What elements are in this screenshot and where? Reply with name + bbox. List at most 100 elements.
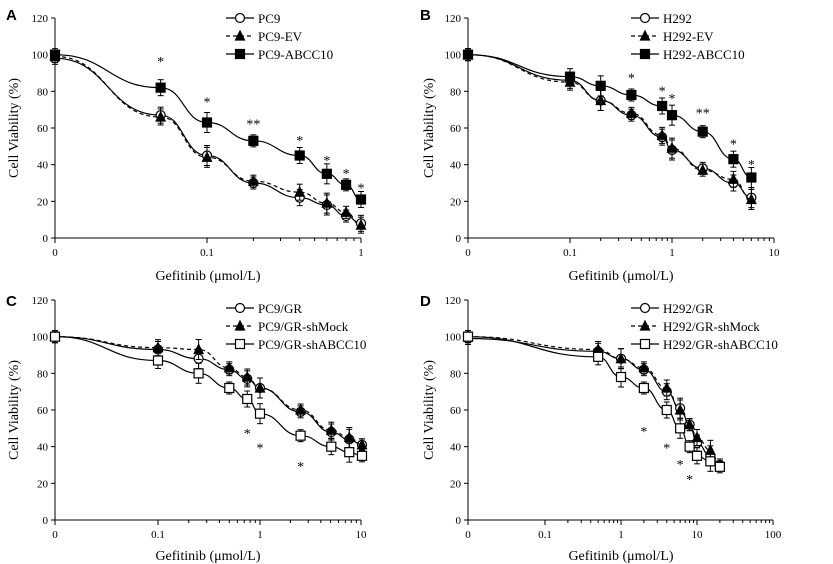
data-point bbox=[356, 438, 368, 450]
x-tick-label: 0 bbox=[465, 247, 471, 259]
data-point bbox=[661, 381, 673, 393]
significance-marker: * bbox=[686, 473, 693, 488]
significance-marker: ** bbox=[696, 107, 710, 122]
series-h292-gr-shmock bbox=[462, 330, 726, 472]
y-tick-label: 80 bbox=[37, 86, 49, 98]
x-tick-label: 0 bbox=[465, 529, 471, 541]
data-point bbox=[152, 355, 164, 366]
legend-marker bbox=[234, 29, 246, 41]
y-tick-label: 40 bbox=[450, 442, 462, 454]
x-tick-label: 0.1 bbox=[151, 529, 165, 541]
y-tick-label: 20 bbox=[37, 478, 49, 490]
data-point bbox=[248, 135, 259, 146]
data-point bbox=[684, 441, 695, 452]
series-pc9-abcc10 bbox=[49, 48, 367, 208]
significance-marker: * bbox=[296, 134, 303, 149]
x-tick-label: 10 bbox=[356, 529, 368, 541]
legend-marker bbox=[639, 12, 651, 24]
data-point bbox=[224, 382, 235, 394]
legend-marker bbox=[639, 302, 651, 314]
data-point bbox=[223, 361, 235, 373]
data-point bbox=[254, 408, 266, 419]
data-point bbox=[626, 89, 637, 101]
series-line bbox=[54, 336, 363, 446]
significance-marker: * bbox=[640, 425, 647, 440]
legend-label: PC9 bbox=[258, 11, 280, 26]
series-h292-abcc10 bbox=[462, 48, 757, 188]
legend-label: H292/GR-shMock bbox=[663, 319, 760, 334]
data-point bbox=[247, 174, 259, 186]
data-point bbox=[638, 382, 649, 394]
significance-marker: * bbox=[204, 96, 211, 111]
significance-marker: * bbox=[157, 55, 164, 70]
significance-marker: * bbox=[669, 92, 676, 107]
data-point bbox=[684, 418, 696, 430]
series-pc9-gr-shabcc10 bbox=[49, 330, 368, 463]
significance-marker: * bbox=[730, 138, 737, 153]
significance-marker: * bbox=[628, 72, 635, 87]
legend-label: H292 bbox=[663, 11, 692, 26]
data-point bbox=[241, 370, 253, 382]
legend-marker bbox=[639, 338, 651, 350]
data-point bbox=[155, 82, 166, 93]
y-tick-label: 80 bbox=[37, 368, 49, 380]
data-point bbox=[593, 351, 604, 362]
x-tick-label: 0 bbox=[52, 529, 58, 541]
x-tick-label: 0.1 bbox=[563, 247, 577, 259]
y-axis-title: Cell Viability (%) bbox=[7, 78, 22, 178]
x-tick-label: 1 bbox=[358, 247, 364, 259]
y-tick-label: 60 bbox=[450, 123, 462, 135]
data-point bbox=[661, 404, 672, 416]
y-tick-label: 20 bbox=[450, 196, 462, 208]
y-tick-label: 20 bbox=[37, 196, 49, 208]
data-point bbox=[152, 341, 164, 353]
series-pc9 bbox=[49, 51, 367, 232]
panel-letter: C bbox=[6, 293, 17, 310]
series-h292 bbox=[462, 48, 757, 209]
data-point bbox=[155, 110, 167, 122]
y-tick-label: 40 bbox=[37, 442, 49, 454]
y-tick-label: 60 bbox=[37, 123, 49, 135]
data-point bbox=[254, 381, 266, 393]
data-point bbox=[674, 403, 686, 415]
data-point bbox=[462, 49, 474, 60]
significance-marker: * bbox=[297, 460, 304, 475]
data-point bbox=[691, 431, 703, 443]
y-tick-label: 100 bbox=[445, 50, 462, 62]
y-tick-label: 0 bbox=[43, 515, 49, 527]
data-point bbox=[691, 450, 703, 461]
data-point bbox=[656, 128, 668, 140]
data-point bbox=[745, 193, 757, 205]
legend-label: PC9/GR-shABCC10 bbox=[258, 337, 366, 352]
legend-label: H292/GR-shABCC10 bbox=[663, 337, 778, 352]
y-axis-title: Cell Viability (%) bbox=[422, 360, 437, 460]
legend-label: H292-EV bbox=[663, 29, 714, 44]
series-line bbox=[467, 54, 752, 201]
legend-label: PC9-ABCC10 bbox=[258, 47, 333, 62]
x-tick-label: 1 bbox=[257, 529, 263, 541]
y-tick-label: 100 bbox=[32, 50, 49, 62]
data-point bbox=[595, 80, 606, 91]
data-point bbox=[295, 430, 306, 441]
data-point bbox=[595, 94, 607, 106]
significance-marker: * bbox=[748, 158, 755, 173]
panel-letter: D bbox=[420, 293, 431, 310]
data-point bbox=[728, 154, 739, 165]
legend-marker bbox=[234, 48, 246, 60]
panel-c: C 0 20 40 60 80 100 120 0 0.1 1 10 Gefitinib (μmol/L… bbox=[6, 293, 368, 564]
legend-marker bbox=[639, 48, 651, 60]
panel-letter: A bbox=[6, 7, 17, 24]
y-tick-label: 40 bbox=[450, 160, 462, 172]
y-tick-label: 120 bbox=[32, 13, 49, 25]
data-point bbox=[714, 461, 725, 472]
y-axis-title: Cell Viability (%) bbox=[7, 360, 22, 460]
data-point bbox=[321, 168, 332, 179]
y-tick-label: 0 bbox=[43, 233, 49, 245]
data-point bbox=[564, 71, 576, 82]
data-point bbox=[727, 172, 739, 184]
data-point bbox=[697, 163, 709, 175]
y-tick-label: 0 bbox=[456, 515, 462, 527]
data-point bbox=[638, 361, 650, 373]
legend-label: PC9-EV bbox=[258, 29, 303, 44]
